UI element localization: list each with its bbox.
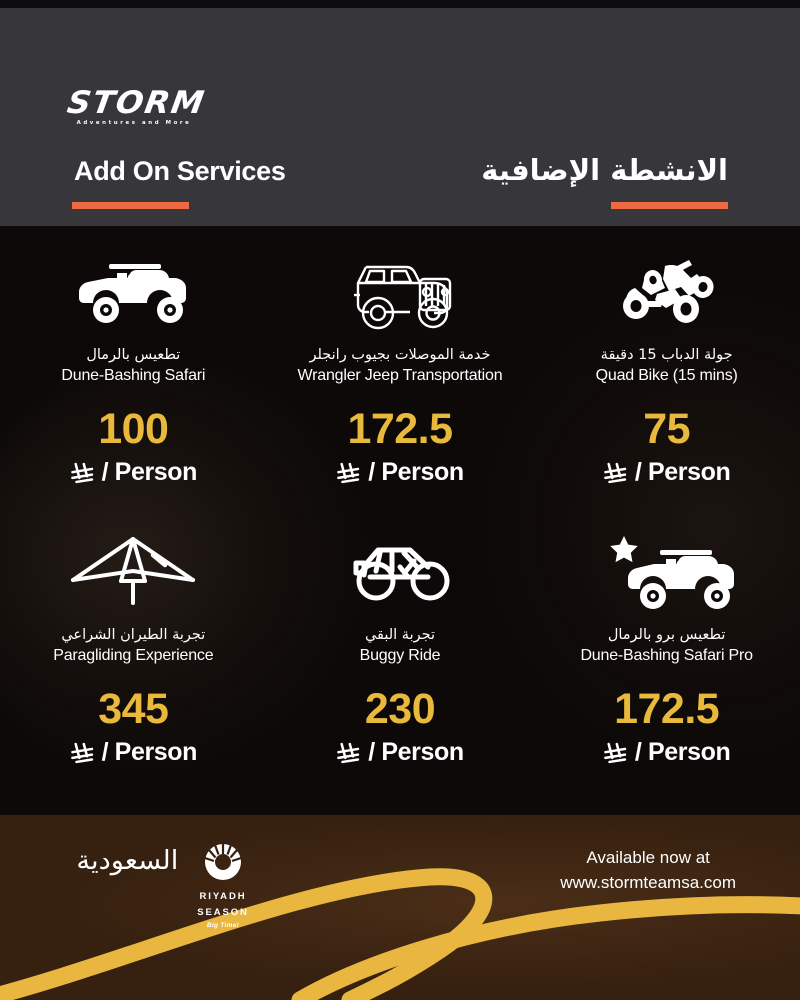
service-price: 172.5 <box>347 405 453 454</box>
service-price: 172.5 <box>614 685 720 734</box>
service-name-en: Buggy Ride <box>359 647 441 665</box>
services-grid: تطعيس بالرمال Dune-Bashing Safari 100 / … <box>0 226 800 804</box>
price-unit: / Person <box>101 738 198 767</box>
price-unit: / Person <box>368 458 464 487</box>
service-price: 345 <box>98 685 169 734</box>
paraglider-icon <box>65 524 201 620</box>
riyadh-season-line1: RIYADH <box>199 891 247 902</box>
storm-logo-wordmark: STORM <box>64 85 208 121</box>
footer <box>0 815 800 1000</box>
gold-swoosh-decoration <box>0 868 800 1000</box>
storm-logo[interactable]: STORM Adventures and More <box>65 85 210 134</box>
service-price: 100 <box>98 405 169 454</box>
saudi-riyal-icon <box>337 742 360 763</box>
price-unit-row: / Person <box>603 738 731 767</box>
website-url[interactable]: www.stormteamsa.com <box>560 872 736 892</box>
riyadh-season-logo: RIYADH SEASON Big Time! <box>192 842 254 929</box>
availability-label: Available now at <box>586 848 710 867</box>
service-name-en: Dune-Bashing Safari <box>61 367 206 385</box>
price-unit: / Person <box>634 738 731 767</box>
saudi-riyal-icon <box>604 742 627 763</box>
service-card[interactable]: تطعيس بالرمال Dune-Bashing Safari 100 / … <box>0 244 267 524</box>
service-name-en: Paragliding Experience <box>53 647 214 665</box>
service-name-ar: تجربة البقي <box>364 627 436 643</box>
service-card[interactable]: تجربة البقي Buggy Ride 230 / Person <box>267 524 534 804</box>
suv-jeep-star-icon <box>598 524 736 620</box>
wrangler-jeep-icon <box>340 244 460 340</box>
service-card[interactable]: خدمة الموصلات بجيوب رانجلر Wrangler Jeep… <box>267 244 534 524</box>
top-strip <box>0 0 800 8</box>
price-unit: / Person <box>634 458 731 487</box>
price-unit-row: / Person <box>336 738 464 767</box>
title-underline-ar <box>611 202 728 209</box>
service-card[interactable]: تجربة الطيران الشراعي Paragliding Experi… <box>0 524 267 804</box>
saudi-riyal-icon <box>70 462 93 483</box>
service-name-en: Wrangler Jeep Transportation <box>297 367 503 385</box>
services-section: تطعيس بالرمال Dune-Bashing Safari 100 / … <box>0 226 800 815</box>
saudi-riyal-icon <box>604 462 627 483</box>
availability-block: Available now at www.stormteamsa.com <box>560 846 736 895</box>
service-card[interactable]: تطعيس برو بالرمال Dune-Bashing Safari Pr… <box>533 524 800 804</box>
buggy-icon <box>348 524 452 620</box>
saudi-spirit-logo-text: السعودية <box>76 846 179 876</box>
suv-jeep-icon <box>67 244 199 340</box>
service-name-ar: خدمة الموصلات بجيوب رانجلر <box>309 347 491 363</box>
service-price: 75 <box>643 405 691 454</box>
riyadh-season-tagline: Big Time! <box>206 921 240 929</box>
title-underline-en <box>72 202 189 209</box>
price-unit-row: / Person <box>70 458 197 487</box>
service-name-en: Quad Bike (15 mins) <box>595 367 738 385</box>
service-name-ar: تطعيس برو بالرمال <box>607 627 726 643</box>
service-card[interactable]: جولة الدباب 15 دقيقة Quad Bike (15 mins)… <box>533 244 800 524</box>
service-name-ar: جولة الدباب 15 دقيقة <box>600 347 733 363</box>
price-unit-row: / Person <box>70 738 197 767</box>
saudi-spirit-logo: السعودية <box>76 846 179 904</box>
quad-bike-icon <box>611 244 723 340</box>
price-unit-row: / Person <box>336 458 464 487</box>
service-name-ar: تطعيس بالرمال <box>86 347 181 363</box>
riyadh-season-mark-icon <box>204 843 242 880</box>
page-title-ar: الانشطة الإضافية <box>481 153 728 187</box>
saudi-riyal-icon <box>70 742 93 763</box>
price-unit-row: / Person <box>603 458 731 487</box>
service-name-ar: تجربة الطيران الشراعي <box>61 627 206 643</box>
service-price: 230 <box>364 685 436 734</box>
saudi-riyal-icon <box>337 462 360 483</box>
price-unit: / Person <box>101 458 198 487</box>
service-name-en: Dune-Bashing Safari Pro <box>580 647 753 665</box>
header: STORM Adventures and More Add On Service… <box>0 8 800 226</box>
storm-logo-tagline: Adventures and More <box>76 120 192 126</box>
riyadh-season-line2: SEASON <box>197 906 249 918</box>
page-title-en: Add On Services <box>74 156 286 186</box>
price-unit: / Person <box>368 738 464 767</box>
